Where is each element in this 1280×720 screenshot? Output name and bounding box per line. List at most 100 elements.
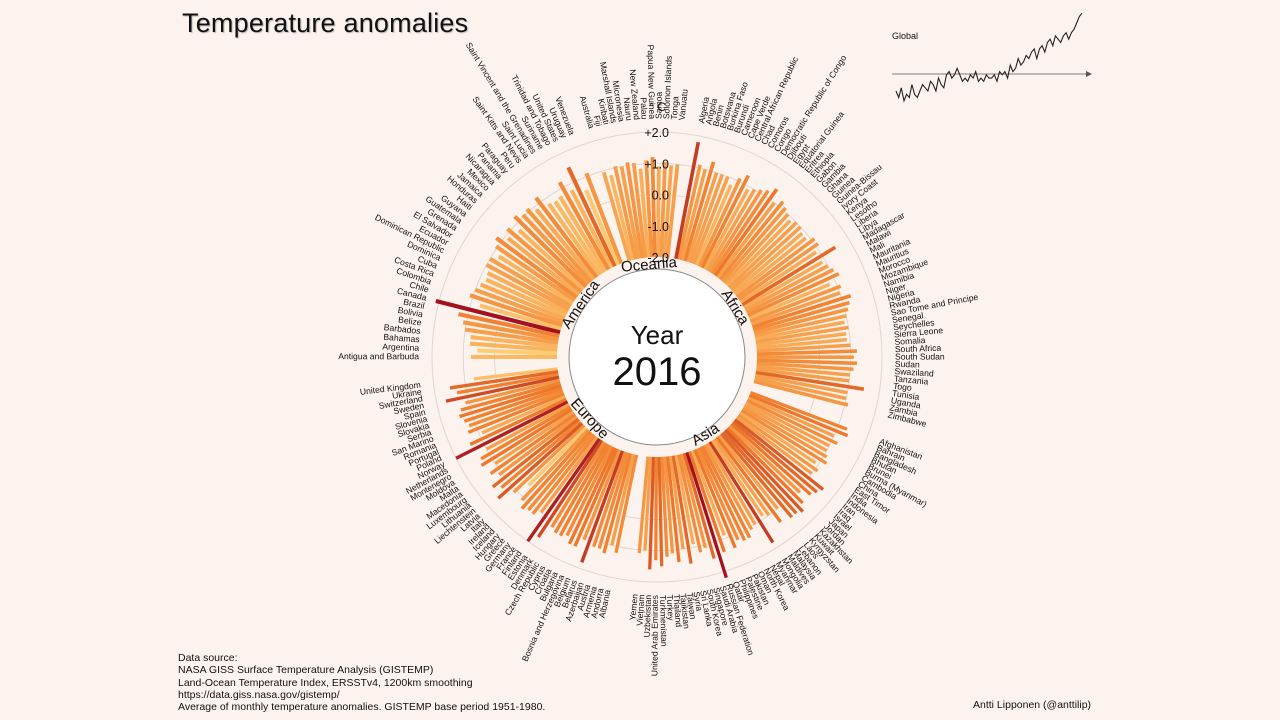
- bar-norway: [455, 400, 569, 460]
- bar-morocco: [749, 284, 842, 323]
- bar-east-timor: [739, 411, 817, 465]
- bar-liberia: [739, 250, 818, 304]
- country-label: Somalia: [894, 335, 926, 347]
- data-source-block: Data source: NASA GISS Surface Temperatu…: [178, 652, 545, 713]
- bar-marshall-islands: [619, 166, 641, 260]
- bar-indonesia: [735, 415, 813, 475]
- bar-dominican-republic: [486, 271, 569, 315]
- bar-taiwan: [668, 455, 685, 550]
- bar-bahamas: [469, 341, 558, 352]
- country-label: Vietnam: [634, 594, 646, 626]
- bar-argentina: [477, 348, 558, 356]
- bar-madagascar: [742, 260, 824, 309]
- bar-poland: [469, 397, 568, 446]
- bar-israel: [730, 422, 812, 496]
- bar-australia: [601, 171, 632, 262]
- bar-jamaica: [517, 228, 585, 291]
- bar-fiji: [609, 174, 635, 261]
- bar-kenya: [735, 237, 816, 299]
- country-label: Senegal: [891, 310, 924, 325]
- bar-angola: [677, 164, 702, 260]
- bar-lithuania: [491, 417, 580, 489]
- bar-mauritius: [748, 282, 831, 320]
- bar-syria: [671, 455, 693, 564]
- bar-micronesia: [625, 162, 644, 259]
- bar-armenia: [602, 453, 633, 554]
- bar-serbia: [463, 387, 563, 423]
- country-label: Spain: [403, 407, 427, 422]
- bar-united-arab-emirates: [654, 456, 659, 561]
- country-label: Barbados: [383, 322, 421, 336]
- bar-liechtenstein: [500, 419, 582, 489]
- country-label: Swaziland: [894, 366, 934, 378]
- bar-portugal: [481, 395, 566, 435]
- country-label: Uzbekistan: [642, 594, 653, 637]
- bar-lesotho: [737, 242, 820, 301]
- bar-peru: [534, 196, 599, 279]
- scale-labels-group: +2.0 +1.0 0.0 -1.0 -2.0 ° C: [644, 100, 669, 265]
- bar-india: [737, 413, 819, 473]
- bar-oman: [698, 446, 747, 542]
- country-label: Brazil: [402, 297, 425, 311]
- bar-qatar: [688, 450, 726, 553]
- center-year-label: Year: [631, 320, 684, 350]
- bar-finland: [526, 437, 601, 543]
- bar-bahrain: [748, 393, 849, 438]
- bar-comoros: [703, 188, 750, 270]
- source-line: Land-Ocean Temperature Index, ERSSTv4, 1…: [178, 676, 473, 689]
- bar-belgium: [582, 449, 622, 541]
- country-label: Bolivia: [397, 305, 424, 319]
- bar-libya: [741, 245, 837, 307]
- bar-tajikistan: [666, 456, 681, 563]
- bar-guinea-bissau: [731, 232, 804, 294]
- bar-united-states: [566, 166, 617, 268]
- bar-saint-lucia: [553, 200, 604, 275]
- bar-palau: [644, 160, 654, 258]
- country-label: Tunisia: [892, 388, 921, 402]
- bar-mongolia: [708, 440, 775, 544]
- bar-cape-verde: [694, 183, 733, 266]
- country-label: Yemen: [627, 593, 639, 620]
- scale-label: +1.0: [644, 157, 669, 171]
- country-label: Togo: [893, 381, 913, 393]
- bar-bolivia: [462, 320, 559, 342]
- bar-andorra: [610, 453, 636, 546]
- bar-democratic-republic-of-congo: [708, 189, 763, 274]
- scale-unit-label: ° C: [649, 100, 666, 114]
- bar-belize: [464, 327, 559, 345]
- bar-ethiopia: [720, 206, 787, 283]
- bar-saint-vincent-and-the-grenadines: [558, 195, 608, 273]
- bar-cuba: [479, 282, 566, 321]
- bar-gabon: [723, 213, 790, 285]
- bar-papua-new-guinea: [650, 157, 657, 258]
- source-line: Data source:: [178, 652, 238, 664]
- bar-chile: [479, 303, 562, 332]
- bar-paraguay: [534, 208, 596, 281]
- bar-romania: [467, 392, 565, 434]
- bar-canada: [435, 298, 561, 335]
- bar-nauru: [631, 162, 647, 258]
- inset-label: Global: [892, 31, 919, 41]
- bar-kiribati: [613, 165, 638, 260]
- bar-slovakia: [459, 384, 562, 419]
- bar-albania: [614, 454, 639, 554]
- bar-japan: [728, 424, 802, 494]
- bar-malta: [494, 410, 575, 465]
- bar-italy: [512, 424, 586, 494]
- bar-nigeria: [753, 307, 849, 335]
- bar-eritrea: [718, 200, 785, 281]
- bar-senegal: [755, 325, 849, 344]
- bar-spain: [465, 378, 561, 405]
- bar-mozambique: [750, 291, 841, 326]
- bar-macedonia: [489, 413, 577, 475]
- bar-laos: [717, 434, 779, 510]
- bar-vanuatu: [665, 164, 680, 258]
- center-year-value: 2016: [613, 350, 702, 394]
- bar-vietnam: [643, 456, 653, 551]
- bar-colombia: [469, 293, 563, 328]
- bar-brazil: [458, 312, 560, 338]
- bar-saudi-arabia: [682, 452, 716, 559]
- bars-group: [435, 141, 865, 579]
- bar-palestine: [693, 448, 737, 549]
